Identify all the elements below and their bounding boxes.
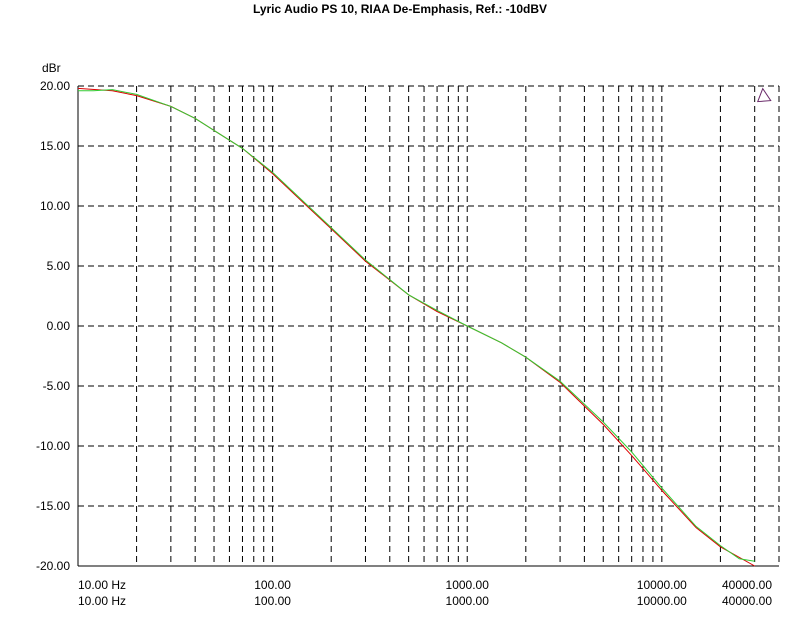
x-tick-label: 1000.00 [446, 578, 490, 592]
y-axis-label: dBr [42, 61, 61, 75]
y-tick-label: 10.00 [40, 199, 70, 213]
x-tick-label: 40000.00 [722, 578, 772, 592]
chart-title: Lyric Audio PS 10, RIAA De-Emphasis, Ref… [252, 2, 548, 16]
x-tick-label: 10.00 Hz [78, 578, 126, 592]
x-tick-label: 1000.00 [446, 594, 490, 608]
x-tick-label: 100.00 [254, 578, 291, 592]
x-tick-label: 40000.00 [722, 594, 772, 608]
y-tick-label: -15.00 [36, 499, 70, 513]
y-tick-label: 20.00 [40, 79, 70, 93]
y-tick-label: 15.00 [40, 139, 70, 153]
series-line-2 [78, 89, 755, 562]
y-tick-label: 5.00 [47, 259, 71, 273]
x-tick-label: 10.00 Hz [78, 594, 126, 608]
y-tick-label: -5.00 [43, 379, 71, 393]
x-tick-label: 100.00 [254, 594, 291, 608]
triangle-marker [756, 87, 772, 103]
x-tick-label: 10000.00 [637, 594, 687, 608]
y-tick-label: -20.00 [36, 559, 70, 573]
y-tick-label: 0.00 [47, 319, 71, 333]
y-tick-label: -10.00 [36, 439, 70, 453]
x-tick-label: 10000.00 [637, 578, 687, 592]
